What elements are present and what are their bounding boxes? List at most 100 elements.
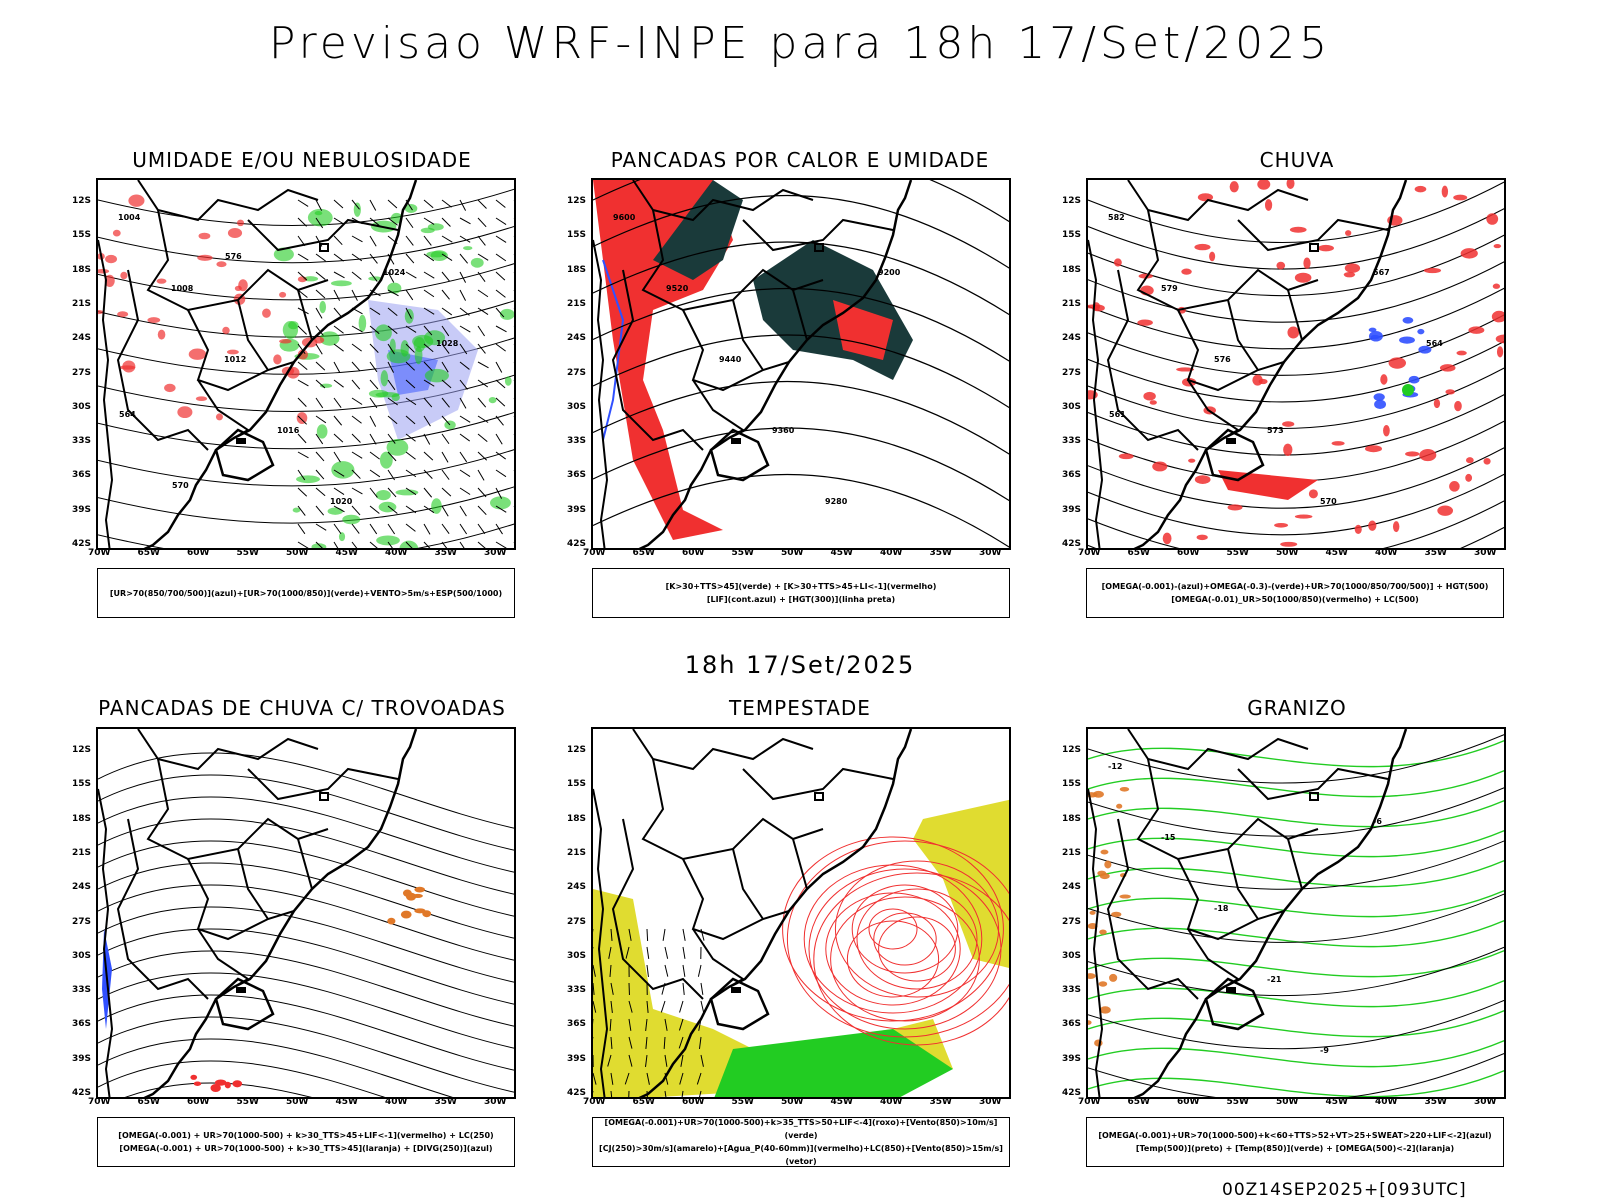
umidade-wind-vector-182 bbox=[459, 235, 471, 243]
lon-label: 60W bbox=[1177, 548, 1200, 558]
umidade-green-blob-42 bbox=[376, 535, 400, 546]
calor-contour-label-1: 9520 bbox=[666, 284, 689, 293]
lat-label: 33S bbox=[1062, 985, 1082, 996]
umidade-wind-vector-200 bbox=[477, 199, 487, 209]
tempestade-wind-vector-62 bbox=[697, 964, 702, 977]
umidade-wind-vector-137 bbox=[405, 505, 417, 514]
tempestade-isobar-1 bbox=[873, 912, 937, 966]
legend-pancadas-calor: [K>30+TTS>45](verde) + [K>30+TTS>45+LI<-… bbox=[592, 568, 1010, 618]
umidade-red-blob-2 bbox=[262, 308, 271, 318]
tempestade-wind-vector-13 bbox=[610, 982, 614, 995]
umidade-wind-vector-225 bbox=[495, 289, 506, 298]
tempestade-reservoir bbox=[814, 792, 824, 801]
tempestade-wind-vector-44 bbox=[660, 1000, 666, 1013]
umidade-wind-vector-145 bbox=[423, 289, 435, 298]
chuva-red-blob-69 bbox=[1344, 263, 1361, 273]
chuva-blue-blob-2 bbox=[1374, 399, 1387, 410]
lat-label: 33S bbox=[72, 436, 92, 447]
lat-label: 30S bbox=[567, 401, 587, 412]
umidade-wind-vector-174 bbox=[441, 451, 449, 463]
tempestade-wind-vector-4 bbox=[593, 1000, 597, 1013]
legend-chuva: [OMEGA(-0.001)-(azul)+OMEGA(-0.3)-(verde… bbox=[1086, 568, 1504, 618]
umidade-wind-vector-204 bbox=[477, 271, 486, 282]
chuva-contour-label-6: 564 bbox=[1426, 339, 1443, 348]
umidade-wind-vector-91 bbox=[369, 397, 378, 409]
umidade-wind-vector-15 bbox=[297, 469, 306, 481]
lat-label: 24S bbox=[1062, 333, 1082, 344]
granizo-coastline bbox=[1133, 729, 1408, 1097]
tempestade-wind-vector-10 bbox=[610, 928, 613, 941]
umidade-green-blob-54 bbox=[470, 257, 484, 268]
umidade-contour-label-5: 1024 bbox=[383, 268, 406, 277]
umidade-wind-vector-219 bbox=[477, 541, 486, 548]
granizo-contour-line-4 bbox=[1088, 946, 1504, 997]
umidade-wind-vector-112 bbox=[387, 415, 398, 425]
umidade-wind-vector-160 bbox=[441, 199, 452, 208]
umidade-wind-vector-21 bbox=[315, 217, 324, 229]
tempestade-border-3 bbox=[692, 928, 745, 988]
umidade-wind-vector-23 bbox=[315, 253, 326, 262]
umidade-wind-vector-201 bbox=[477, 217, 487, 228]
umidade-wind-vector-71 bbox=[351, 397, 363, 405]
trovoadas-red-blob-2 bbox=[232, 1080, 243, 1088]
tempestade-lagoon bbox=[731, 987, 741, 993]
umidade-wind-vector-60 bbox=[351, 199, 360, 210]
umidade-wind-vector-242 bbox=[513, 236, 514, 237]
tempestade-wind-vector-41 bbox=[664, 946, 669, 959]
calor-contour-label-2: 9440 bbox=[719, 355, 742, 364]
granizo-orange-blob-2 bbox=[1119, 786, 1130, 792]
tempestade-wind-vector-30 bbox=[646, 928, 649, 942]
umidade-wind-vector-208 bbox=[477, 343, 486, 354]
umidade-contour-line-7 bbox=[98, 449, 514, 487]
granizo-temp850-line-10 bbox=[1088, 1039, 1504, 1068]
umidade-green-blob-48 bbox=[282, 320, 299, 339]
chuva-red-blob-35 bbox=[1449, 481, 1460, 492]
legend-line: [OMEGA(-0.001)-(azul)+OMEGA(-0.3)-(verde… bbox=[1101, 582, 1489, 591]
umidade-wind-vector-158 bbox=[423, 523, 431, 535]
granizo-orange-blob-14 bbox=[1099, 873, 1110, 880]
calor-border-3 bbox=[692, 379, 745, 439]
umidade-green-blob-29 bbox=[395, 489, 419, 496]
umidade-wind-vector-24 bbox=[315, 271, 326, 280]
lat-label: 39S bbox=[72, 1053, 92, 1064]
granizo-orange-blob-11 bbox=[1099, 1006, 1111, 1014]
lat-label: 27S bbox=[567, 916, 587, 927]
umidade-red-blob-16 bbox=[104, 274, 115, 288]
granizo-orange-blob-18 bbox=[1100, 849, 1109, 855]
chuva-lagoon bbox=[1226, 438, 1236, 444]
umidade-contour-label-2: 1012 bbox=[224, 355, 246, 364]
lon-label: 40W bbox=[1375, 1097, 1398, 1107]
trovoadas-red-blob-3 bbox=[214, 1079, 227, 1086]
umidade-wind-vector-76 bbox=[351, 487, 363, 495]
umidade-wind-vector-72 bbox=[351, 415, 362, 424]
tempestade-wind-vector-15 bbox=[609, 1018, 612, 1032]
trovoadas-border-3 bbox=[197, 928, 250, 988]
umidade-wind-vector-87 bbox=[369, 325, 380, 335]
umidade-wind-vector-247 bbox=[513, 326, 514, 327]
umidade-border-3 bbox=[197, 379, 250, 439]
tempestade-isobar-4 bbox=[851, 884, 959, 974]
lat-label: 15S bbox=[1062, 779, 1082, 790]
umidade-red-blob-35 bbox=[297, 349, 309, 360]
granizo-orange-blob-10 bbox=[1089, 910, 1096, 915]
calor-reservoir bbox=[814, 243, 824, 252]
umidade-wind-vector-18 bbox=[297, 523, 306, 535]
umidade-green-blob-37 bbox=[292, 507, 301, 513]
lat-label: 21S bbox=[567, 847, 587, 858]
umidade-green-blob-51 bbox=[504, 376, 512, 386]
tempestade-wind-vector-8 bbox=[593, 1072, 597, 1085]
legend-umidade: [UR>70(850/700/500)](azul)+[UR>70(1000/8… bbox=[97, 568, 515, 618]
lon-label: 60W bbox=[1177, 1097, 1200, 1107]
umidade-wind-vector-8 bbox=[297, 343, 306, 354]
tempestade-wind-vector-21 bbox=[625, 946, 630, 959]
umidade-wind-vector-3 bbox=[297, 253, 309, 261]
lat-label: 39S bbox=[567, 1053, 587, 1064]
lat-label: 39S bbox=[567, 504, 587, 515]
lon-label: 35W bbox=[929, 1097, 952, 1107]
umidade-wind-vector-88 bbox=[369, 343, 379, 353]
chuva-red-blob-63 bbox=[1209, 251, 1216, 262]
granizo-border-3 bbox=[1187, 928, 1240, 988]
umidade-wind-vector-207 bbox=[477, 325, 486, 337]
tempestade-wind-vector-56 bbox=[678, 1036, 684, 1049]
lat-label: 39S bbox=[1062, 504, 1082, 515]
